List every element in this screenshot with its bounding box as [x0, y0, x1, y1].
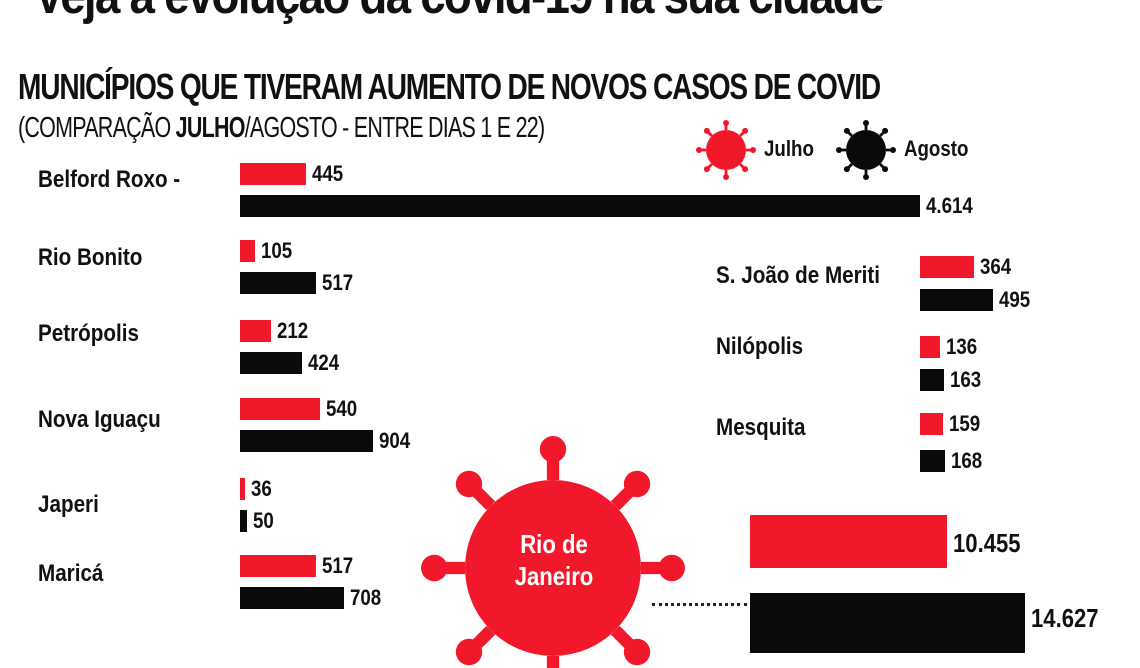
julho-bar: [920, 413, 944, 435]
agosto-value-label: 50: [253, 508, 275, 533]
agosto-bar: [240, 510, 248, 532]
julho-bar: [920, 336, 941, 358]
agosto-bar: [240, 430, 374, 452]
julho-value-label: 105: [261, 238, 293, 263]
julho-bar: [240, 478, 246, 500]
julho-bar: [240, 320, 272, 342]
category-label: Rio Bonito: [38, 244, 143, 271]
julho-value-label: 364: [979, 254, 1011, 279]
category-label: Nova Iguaçu: [38, 406, 161, 433]
category-label: Petrópolis: [38, 320, 139, 347]
julho-value-label: 445: [311, 161, 343, 186]
category-label: Belford Roxo -: [38, 166, 181, 193]
agosto-bar: [240, 587, 345, 609]
leader-line: [652, 603, 747, 606]
agosto-bar: [920, 369, 945, 391]
agosto-value-label: 14.627: [1031, 603, 1099, 633]
julho-value-label: 517: [322, 553, 354, 578]
category-label: Mesquita: [716, 414, 806, 441]
agosto-bar: [920, 289, 993, 311]
julho-bar: [240, 163, 306, 185]
agosto-bar: [240, 272, 317, 294]
agosto-value-label: 517: [322, 270, 354, 295]
julho-bar: [240, 398, 320, 420]
legend-julho: Julho: [764, 136, 814, 161]
rio-label: Rio de Janeiro: [495, 528, 614, 592]
julho-bar: [750, 515, 947, 568]
headline: Veja a evolução da covid-19 na sua cidad…: [34, 0, 884, 26]
subtitle-part: /AGOSTO - ENTRE DIAS 1 E 22): [244, 112, 545, 144]
category-label: Maricá: [38, 560, 104, 587]
chart-title: MUNICÍPIOS QUE TIVERAM AUMENTO DE NOVOS …: [18, 66, 881, 107]
julho-value-label: 136: [946, 334, 978, 359]
category-label: S. João de Meriti: [716, 262, 881, 289]
virus-icon: [696, 120, 756, 180]
julho-bar: [240, 240, 256, 262]
agosto-value-label: 168: [950, 448, 982, 473]
agosto-value-label: 495: [998, 287, 1031, 312]
agosto-value-label: 424: [308, 350, 340, 375]
legend-agosto: Agosto: [904, 136, 969, 161]
julho-bar: [920, 256, 974, 278]
julho-value-label: 36: [251, 476, 273, 501]
julho-bar: [240, 555, 317, 577]
julho-value-label: 212: [277, 318, 309, 343]
agosto-value-label: 4.614: [926, 193, 973, 218]
agosto-bar: [240, 352, 303, 374]
julho-value-label: 540: [325, 396, 357, 421]
julho-value-label: 10.455: [952, 527, 1021, 558]
category-label: Japeri: [38, 491, 99, 518]
agosto-bar: [240, 195, 920, 217]
category-label: Nilópolis: [716, 333, 804, 360]
agosto-bar: [920, 450, 945, 472]
agosto-value-label: 904: [379, 428, 411, 453]
julho-value-label: 159: [949, 411, 981, 436]
rio-label-text: Rio de Janeiro: [514, 529, 594, 591]
subtitle-emphasis: JULHO: [175, 112, 246, 144]
subtitle-part: (COMPARAÇÃO: [18, 112, 176, 144]
chart-subtitle: (COMPARAÇÃO JULHO/AGOSTO - ENTRE DIAS 1 …: [18, 112, 545, 145]
agosto-value-label: 708: [350, 585, 382, 610]
agosto-bar: [750, 593, 1025, 653]
virus-icon: [836, 120, 896, 180]
agosto-value-label: 163: [950, 367, 982, 392]
